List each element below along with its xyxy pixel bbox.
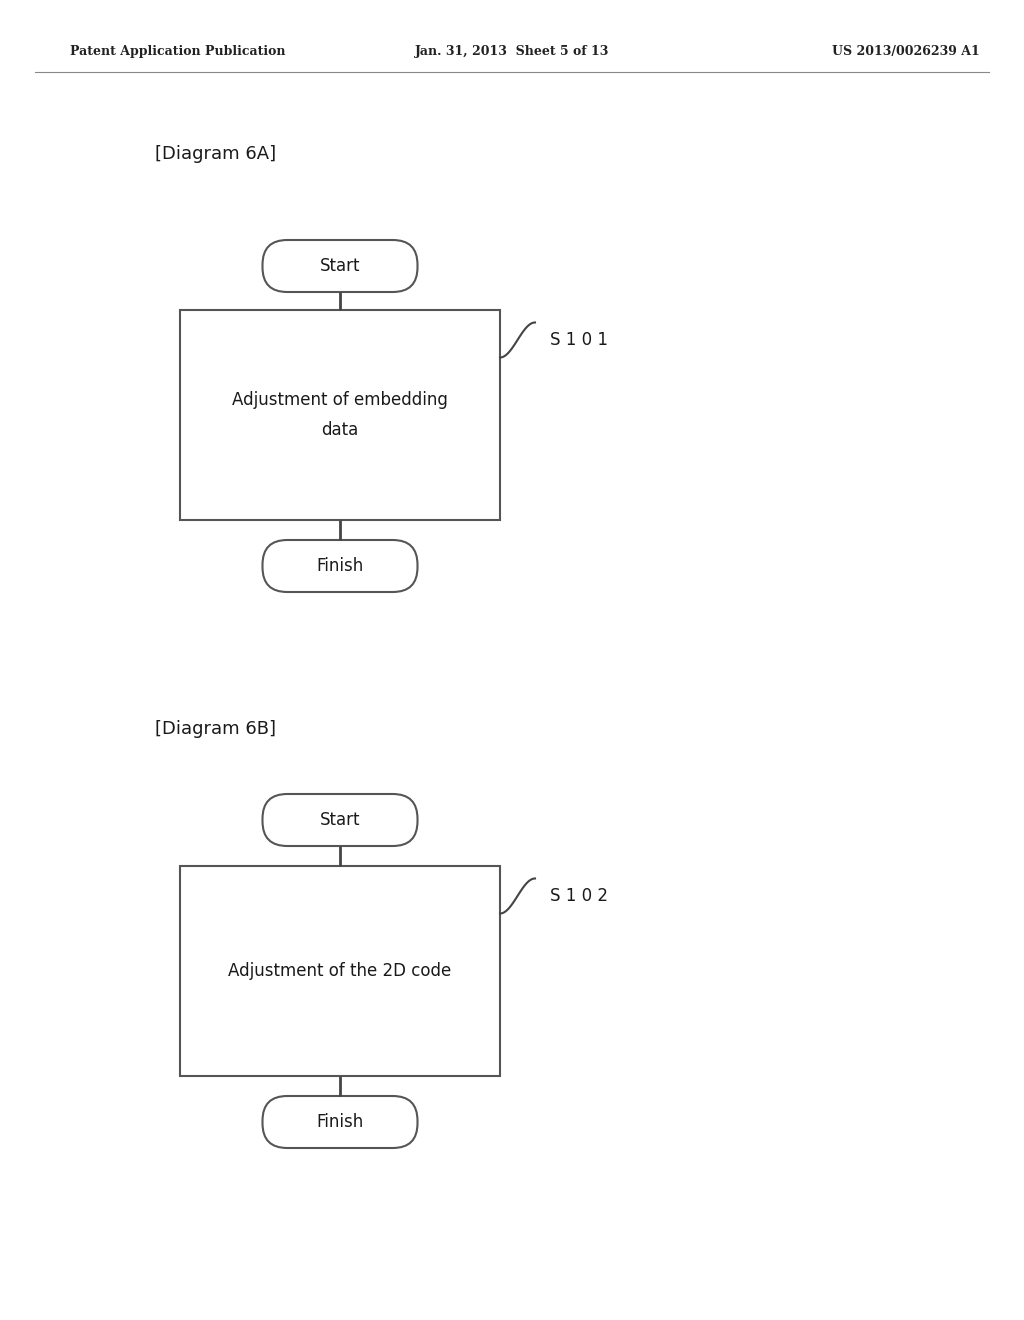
Text: Adjustment of the 2D code: Adjustment of the 2D code — [228, 962, 452, 979]
Text: Patent Application Publication: Patent Application Publication — [70, 45, 286, 58]
Bar — [180, 866, 500, 1076]
Text: S 1 0 2: S 1 0 2 — [550, 887, 608, 906]
FancyBboxPatch shape — [262, 795, 418, 846]
FancyBboxPatch shape — [262, 240, 418, 292]
Text: Start: Start — [319, 257, 360, 275]
Text: US 2013/0026239 A1: US 2013/0026239 A1 — [833, 45, 980, 58]
Text: Jan. 31, 2013  Sheet 5 of 13: Jan. 31, 2013 Sheet 5 of 13 — [415, 45, 609, 58]
FancyBboxPatch shape — [262, 1096, 418, 1148]
Text: Start: Start — [319, 810, 360, 829]
Text: S 1 0 1: S 1 0 1 — [550, 331, 608, 348]
Text: [Diagram 6A]: [Diagram 6A] — [155, 145, 276, 162]
Text: Adjustment of embedding
data: Adjustment of embedding data — [232, 392, 447, 438]
FancyBboxPatch shape — [262, 540, 418, 591]
Text: Finish: Finish — [316, 557, 364, 576]
Bar — [180, 310, 500, 520]
Text: Finish: Finish — [316, 1113, 364, 1131]
Text: [Diagram 6B]: [Diagram 6B] — [155, 719, 276, 738]
